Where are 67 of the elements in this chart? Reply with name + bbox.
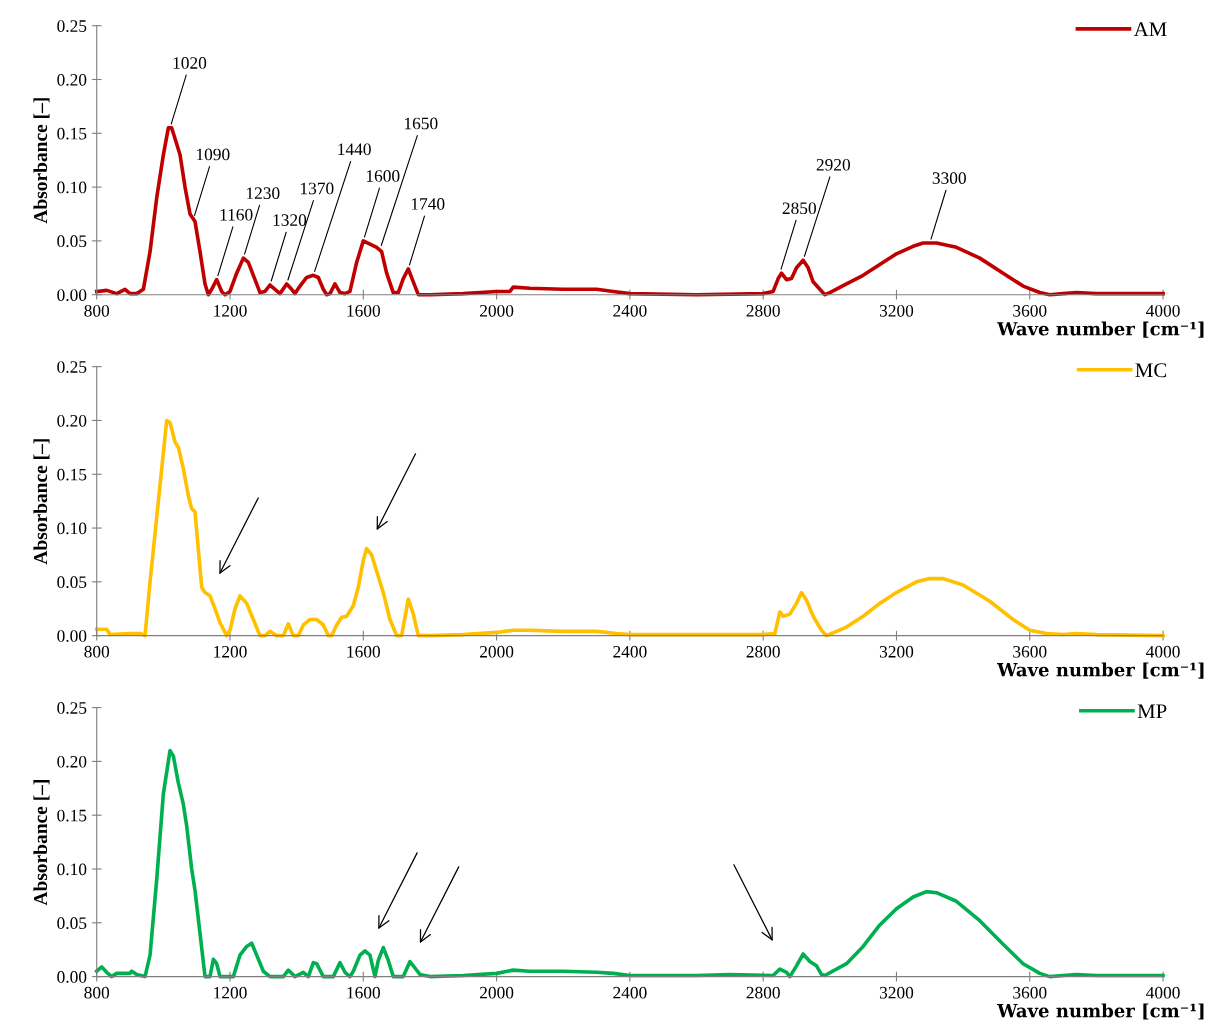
annotation: 3300 (932, 172, 966, 184)
x-tick-label: 3200 (879, 986, 914, 999)
x-tick-label: 800 (84, 304, 110, 317)
y-tick-label: 0.25 (57, 361, 87, 373)
y-axis-title: Absorbance [–] (33, 780, 50, 906)
y-tick-label: 0.00 (57, 630, 87, 642)
annotation: 2920 (816, 158, 851, 171)
x-tick-label: 3600 (1013, 304, 1047, 317)
x-axis-title: Wave number [cm⁻¹] (997, 1003, 1204, 1020)
x-tick-label: 1600 (347, 304, 380, 317)
x-tick-label: 2000 (480, 986, 514, 999)
annotation: 1440 (338, 143, 371, 156)
x-tick-label: 1200 (214, 304, 247, 317)
x-tick-label: 2000 (480, 645, 514, 658)
y-tick-label: 0.10 (57, 522, 87, 535)
legend-label: MC (1135, 363, 1167, 378)
annotation: 1320 (273, 214, 307, 226)
y-axis-title: Absorbance [–] (33, 439, 50, 565)
y-tick-label: 0.25 (57, 20, 87, 32)
annotation: 1230 (246, 187, 280, 200)
y-tick-label: 0.05 (57, 576, 87, 589)
x-tick-label: 2400 (613, 304, 647, 317)
x-tick-label: 4000 (1146, 645, 1180, 658)
y-tick-label: 0.00 (57, 971, 87, 983)
y-tick-label: 0.15 (57, 468, 87, 481)
x-tick-label: 3600 (1013, 986, 1047, 999)
x-tick-label: 3200 (879, 304, 914, 317)
y-tick-label: 0.00 (57, 289, 87, 301)
y-tick-label: 0.15 (57, 809, 87, 822)
x-tick-label: 3600 (1013, 645, 1047, 658)
x-tick-label: 2800 (746, 304, 780, 317)
x-tick-label: 1600 (347, 986, 380, 999)
y-tick-label: 0.05 (57, 235, 87, 248)
annotation: 1020 (173, 57, 207, 69)
annotation: 2850 (782, 202, 816, 215)
y-tick-label: 0.05 (57, 917, 87, 930)
annotation: 1090 (196, 148, 230, 161)
y-tick-label: 0.20 (57, 755, 87, 768)
x-tick-label: 2400 (613, 986, 647, 999)
x-axis-title: Wave number [cm⁻¹] (997, 662, 1204, 679)
legend-label: AM (1133, 22, 1167, 37)
y-tick-label: 0.10 (57, 181, 87, 194)
x-tick-label: 800 (84, 645, 110, 658)
annotation: 1160 (220, 208, 253, 221)
y-tick-label: 0.10 (57, 863, 87, 876)
x-tick-label: 1200 (214, 645, 247, 658)
x-tick-label: 4000 (1146, 304, 1180, 317)
x-tick-label: 4000 (1146, 986, 1180, 999)
y-tick-label: 0.15 (57, 127, 87, 140)
legend-label: MP (1137, 704, 1167, 719)
annotation: 1740 (411, 198, 445, 210)
x-tick-label: 3200 (879, 645, 914, 658)
x-tick-label: 2800 (746, 645, 780, 658)
x-axis-title: Wave number [cm⁻¹] (997, 321, 1204, 338)
x-tick-label: 2000 (480, 304, 514, 317)
y-tick-label: 0.20 (57, 414, 87, 427)
annotation: 1370 (300, 182, 334, 195)
x-tick-label: 2800 (746, 986, 780, 999)
annotation: 1600 (366, 170, 400, 182)
x-tick-label: 1200 (214, 986, 247, 999)
x-tick-label: 800 (84, 986, 110, 999)
y-axis-title: Absorbance [–] (33, 98, 50, 224)
y-tick-label: 0.20 (57, 73, 87, 86)
annotation: 1650 (404, 117, 438, 130)
x-tick-label: 1600 (347, 645, 380, 658)
x-tick-label: 2400 (613, 645, 647, 658)
y-tick-label: 0.25 (57, 702, 87, 714)
